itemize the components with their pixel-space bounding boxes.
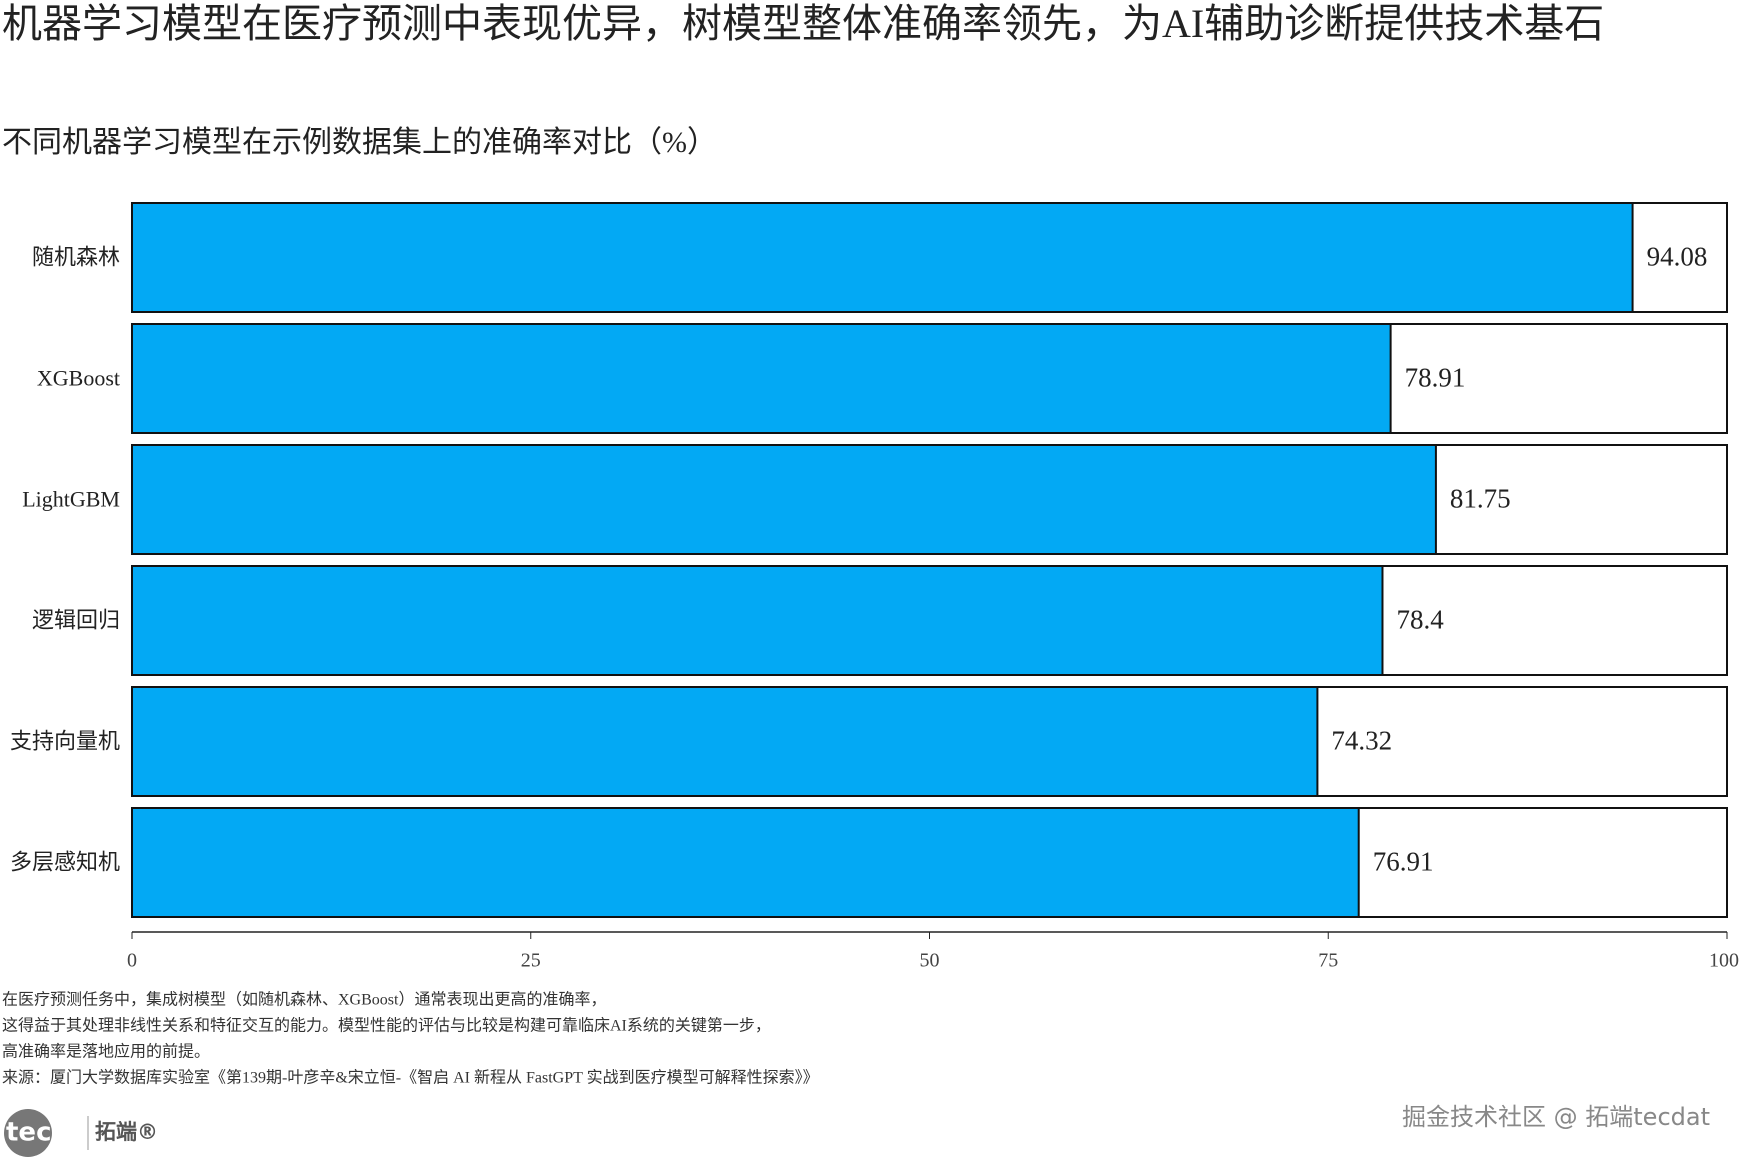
x-tick-label: 75 [1318,950,1338,972]
logo-cn: 拓端® [95,1120,158,1144]
logo-text: tecdat [6,1118,100,1148]
note: 来源：厦门大学数据库实验室《第139期-叶彦辛&宋立恒-《智启 AI 新程从 F… [2,1069,819,1087]
value-label: 78.91 [1405,363,1466,393]
x-tick-label: 25 [521,950,541,972]
y-tick-label: 逻辑回归 [32,608,120,633]
bar [131,202,1634,313]
x-tick-label: 0 [127,950,137,972]
bar [131,444,1437,555]
value-label: 78.4 [1396,605,1444,635]
bar [131,323,1392,434]
y-tick-label: LightGBM [22,487,120,512]
watermark: 掘金技术社区 @ 拓端tecdat [1402,1103,1710,1131]
note: 这得益于其处理非线性关系和特征交互的能力。模型性能的评估与比较是构建可靠临床AI… [2,1017,771,1035]
value-label: 76.91 [1373,847,1434,877]
chart-subtitle: 不同机器学习模型在示例数据集上的准确率对比（%） [2,126,717,159]
y-tick-label: 随机森林 [32,245,120,270]
bar [131,807,1360,918]
logo-circle [4,1109,52,1157]
value-label: 81.75 [1450,484,1511,514]
chart-title: 机器学习模型在医疗预测中表现优异，树模型整体准确率领先，为AI辅助诊断提供技术基… [2,1,1604,46]
x-tick-label: 50 [920,950,940,972]
bar [131,686,1319,797]
note: 高准确率是落地应用的前提。 [2,1042,210,1061]
y-tick-label: 多层感知机 [10,850,120,875]
note: 在医疗预测任务中，集成树模型（如随机森林、XGBoost）通常表现出更高的准确率… [2,991,606,1009]
bar [131,565,1384,676]
y-tick-label: XGBoost [37,366,120,391]
x-tick-label: 100 [1709,950,1739,972]
y-tick-label: 支持向量机 [10,729,120,754]
value-label: 74.32 [1331,726,1392,756]
value-label: 94.08 [1647,242,1708,272]
